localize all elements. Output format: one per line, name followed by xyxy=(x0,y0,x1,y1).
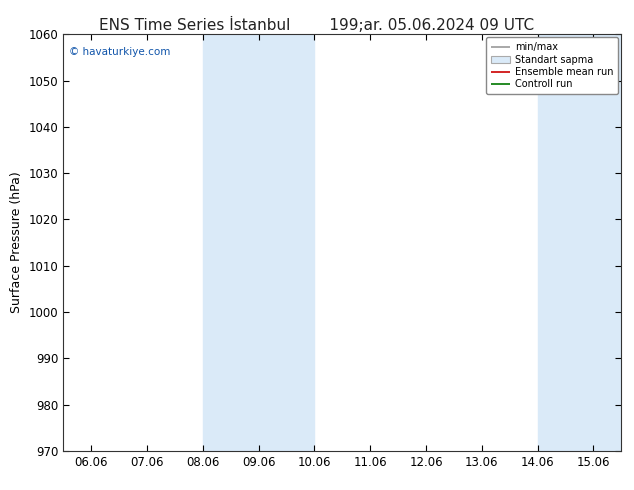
Bar xyxy=(538,34,621,451)
Bar xyxy=(203,34,314,451)
Text: ENS Time Series İstanbul        199;ar. 05.06.2024 09 UTC: ENS Time Series İstanbul 199;ar. 05.06.2… xyxy=(100,17,534,33)
Y-axis label: Surface Pressure (hPa): Surface Pressure (hPa) xyxy=(10,172,23,314)
Legend: min/max, Standart sapma, Ensemble mean run, Controll run: min/max, Standart sapma, Ensemble mean r… xyxy=(486,37,618,94)
Text: © havaturkiye.com: © havaturkiye.com xyxy=(69,47,171,57)
